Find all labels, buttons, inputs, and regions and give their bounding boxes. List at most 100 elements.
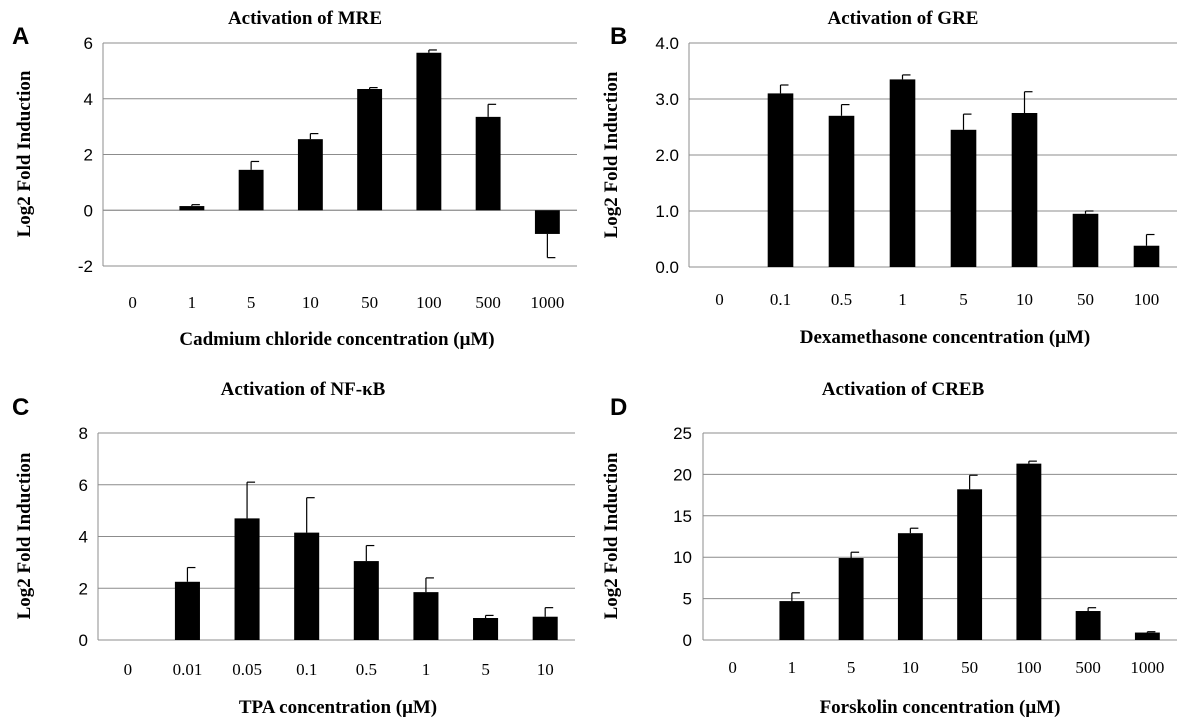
bar bbox=[838, 558, 864, 640]
bar bbox=[357, 88, 383, 211]
x-tick-label: 0 bbox=[728, 658, 737, 677]
y-tick-label: 2.0 bbox=[655, 146, 679, 165]
y-tick-label: 0 bbox=[84, 201, 93, 220]
x-tick-label: 100 bbox=[1134, 290, 1160, 309]
bar bbox=[416, 52, 442, 211]
chart-panel-c: C Activation of NF-κB 0 2 4 6 8 0 0.01 0.05 0.1 0.5… bbox=[12, 379, 575, 718]
panel-letter: B bbox=[610, 23, 627, 50]
y-tick-label: 0 bbox=[683, 631, 692, 650]
x-axis-label: Forskolin concentration (μM) bbox=[820, 697, 1061, 718]
bar bbox=[532, 616, 558, 640]
bar bbox=[1133, 245, 1160, 267]
chart-title: Activation of NF-κB bbox=[221, 379, 386, 400]
y-tick-label: -2 bbox=[78, 257, 93, 276]
y-axis-label: Log2 Fold Induction bbox=[601, 452, 622, 619]
x-tick-label: 0 bbox=[124, 660, 133, 679]
bar bbox=[828, 115, 855, 267]
y-tick-label: 1.0 bbox=[655, 202, 679, 221]
chart-panel-b: B Activation of GRE 0.0 1.0 2.0 3.0 4.0 0 0.1 0.5… bbox=[601, 8, 1177, 348]
x-tick-label: 5 bbox=[959, 290, 968, 309]
bar bbox=[889, 79, 916, 268]
bar bbox=[1016, 463, 1042, 640]
y-tick-label: 4 bbox=[84, 90, 93, 109]
y-tick-label: 0 bbox=[79, 631, 88, 650]
bar bbox=[174, 581, 200, 640]
bar bbox=[1072, 213, 1099, 267]
y-tick-label: 15 bbox=[673, 507, 692, 526]
chart-title: Activation of GRE bbox=[828, 8, 979, 29]
y-tick-label: 8 bbox=[79, 424, 88, 443]
y-axis-label: Log2 Fold Induction bbox=[14, 452, 35, 619]
bar bbox=[1011, 113, 1038, 267]
bar bbox=[179, 206, 205, 211]
x-tick-label: 5 bbox=[481, 660, 490, 679]
x-tick-label: 5 bbox=[847, 658, 856, 677]
bar bbox=[238, 169, 264, 211]
x-axis-label: Cadmium chloride concentration (μM) bbox=[179, 329, 494, 350]
x-tick-label: 10 bbox=[537, 660, 554, 679]
bar bbox=[475, 116, 501, 211]
panel-letter: A bbox=[12, 23, 29, 50]
x-tick-label: 5 bbox=[247, 293, 256, 312]
x-tick-label: 1 bbox=[898, 290, 907, 309]
chart-title: Activation of MRE bbox=[228, 8, 382, 29]
x-tick-label: 1000 bbox=[530, 293, 564, 312]
bar bbox=[957, 489, 983, 640]
bar bbox=[413, 592, 439, 640]
x-tick-label: 100 bbox=[1016, 658, 1042, 677]
x-tick-label: 1 bbox=[788, 658, 797, 677]
x-tick-label: 100 bbox=[416, 293, 442, 312]
panel-letter: C bbox=[12, 394, 29, 421]
x-tick-label: 0.01 bbox=[173, 660, 203, 679]
panel-letter: D bbox=[610, 394, 627, 421]
y-axis-label: Log2 Fold Induction bbox=[14, 70, 35, 237]
x-tick-label: 500 bbox=[1075, 658, 1101, 677]
x-axis-label: Dexamethasone concentration (μM) bbox=[800, 327, 1090, 348]
x-tick-label: 0.05 bbox=[232, 660, 262, 679]
chart-panel-a: A Activation of MRE -2 0 2 4 6 0 1 5 10 50 100 500 100… bbox=[12, 8, 577, 350]
x-tick-label: 0.1 bbox=[296, 660, 317, 679]
x-tick-label: 0.5 bbox=[356, 660, 377, 679]
bar bbox=[297, 139, 323, 211]
bar bbox=[1134, 632, 1160, 640]
x-tick-label: 0.1 bbox=[770, 290, 791, 309]
y-tick-label: 2 bbox=[79, 579, 88, 598]
bar bbox=[534, 210, 560, 234]
x-tick-label: 0.5 bbox=[831, 290, 852, 309]
x-axis-label: TPA concentration (μM) bbox=[239, 697, 437, 718]
y-tick-label: 0.0 bbox=[655, 258, 679, 277]
x-tick-label: 0 bbox=[715, 290, 724, 309]
y-tick-label: 6 bbox=[79, 476, 88, 495]
x-tick-label: 50 bbox=[961, 658, 978, 677]
bar bbox=[473, 618, 499, 640]
x-tick-label: 1 bbox=[422, 660, 431, 679]
x-tick-label: 50 bbox=[1077, 290, 1094, 309]
y-tick-label: 25 bbox=[673, 424, 692, 443]
y-tick-label: 6 bbox=[84, 34, 93, 53]
x-tick-label: 50 bbox=[361, 293, 378, 312]
bar bbox=[1075, 611, 1101, 640]
bar bbox=[294, 532, 320, 640]
y-tick-label: 10 bbox=[673, 548, 692, 567]
bar bbox=[234, 518, 260, 640]
y-tick-label: 2 bbox=[84, 146, 93, 165]
y-tick-label: 3.0 bbox=[655, 90, 679, 109]
x-tick-label: 0 bbox=[128, 293, 137, 312]
y-axis-label: Log2 Fold Induction bbox=[601, 71, 622, 238]
x-tick-label: 10 bbox=[302, 293, 319, 312]
y-tick-label: 5 bbox=[683, 590, 692, 609]
x-tick-label: 1000 bbox=[1130, 658, 1164, 677]
x-tick-label: 10 bbox=[902, 658, 919, 677]
x-tick-label: 1 bbox=[188, 293, 197, 312]
bar bbox=[353, 561, 379, 640]
y-tick-label: 4.0 bbox=[655, 34, 679, 53]
x-tick-label: 10 bbox=[1016, 290, 1033, 309]
chart-title: Activation of CREB bbox=[822, 379, 985, 400]
bar bbox=[779, 601, 805, 640]
y-tick-label: 4 bbox=[79, 528, 88, 547]
bar bbox=[767, 93, 794, 268]
x-tick-label: 500 bbox=[475, 293, 501, 312]
bar bbox=[950, 129, 977, 267]
